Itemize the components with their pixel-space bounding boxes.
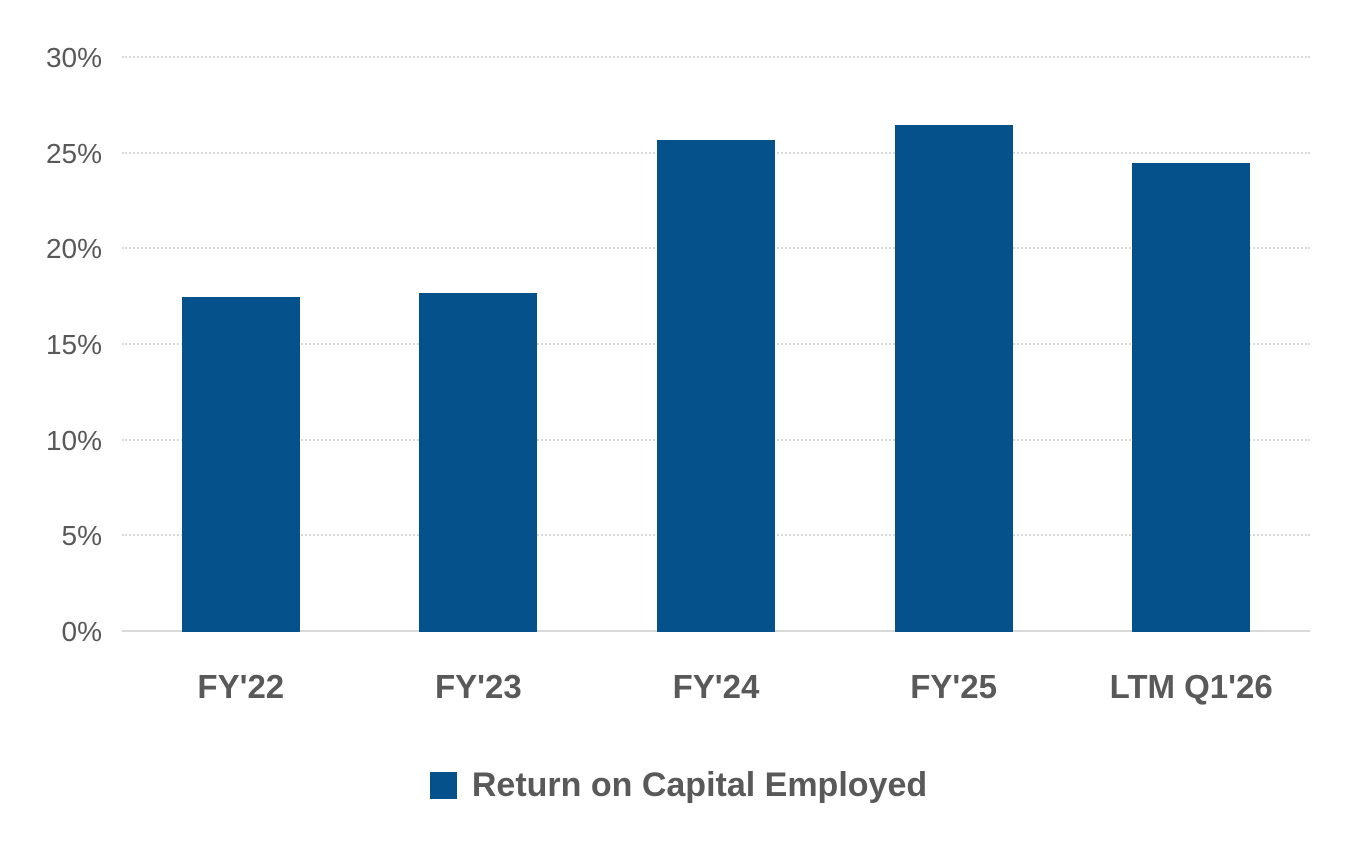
legend: Return on Capital Employed bbox=[0, 766, 1357, 805]
y-axis-tick-labels: 0% 5% 10% 15% 20% 25% 30% bbox=[0, 42, 102, 647]
bar-slot bbox=[597, 58, 835, 632]
legend-label: Return on Capital Employed bbox=[471, 766, 928, 804]
x-category-label: FY'24 bbox=[672, 668, 760, 705]
bar bbox=[1132, 163, 1251, 632]
y-tick-label: 15% bbox=[45, 329, 102, 360]
y-tick-label: 20% bbox=[45, 233, 102, 265]
gridline bbox=[122, 56, 1310, 58]
y-tick-label: 30% bbox=[45, 42, 102, 73]
plot-area bbox=[122, 56, 1310, 632]
y-tick-label: 0% bbox=[61, 616, 102, 647]
x-category-label: FY'25 bbox=[910, 668, 997, 705]
bar-slot bbox=[122, 58, 360, 632]
bar-slot bbox=[360, 58, 598, 632]
bar-series bbox=[122, 58, 1310, 632]
x-category-label: LTM Q1'26 bbox=[1109, 668, 1273, 705]
y-tick-label: 10% bbox=[45, 424, 102, 456]
legend-swatch bbox=[429, 772, 457, 799]
bar bbox=[894, 124, 1013, 632]
bar bbox=[181, 297, 300, 632]
x-axis-category-labels: FY'22 FY'23 FY'24 FY'25 LTM Q1'26 bbox=[122, 668, 1310, 706]
bar bbox=[419, 293, 538, 632]
bar-slot bbox=[1072, 58, 1310, 632]
bar bbox=[656, 140, 775, 632]
y-tick-label: 5% bbox=[61, 520, 102, 552]
y-tick-label: 25% bbox=[45, 137, 102, 169]
bar-slot bbox=[835, 58, 1073, 632]
x-category-label: FY'23 bbox=[435, 668, 522, 705]
x-category-label: FY'22 bbox=[197, 668, 285, 705]
